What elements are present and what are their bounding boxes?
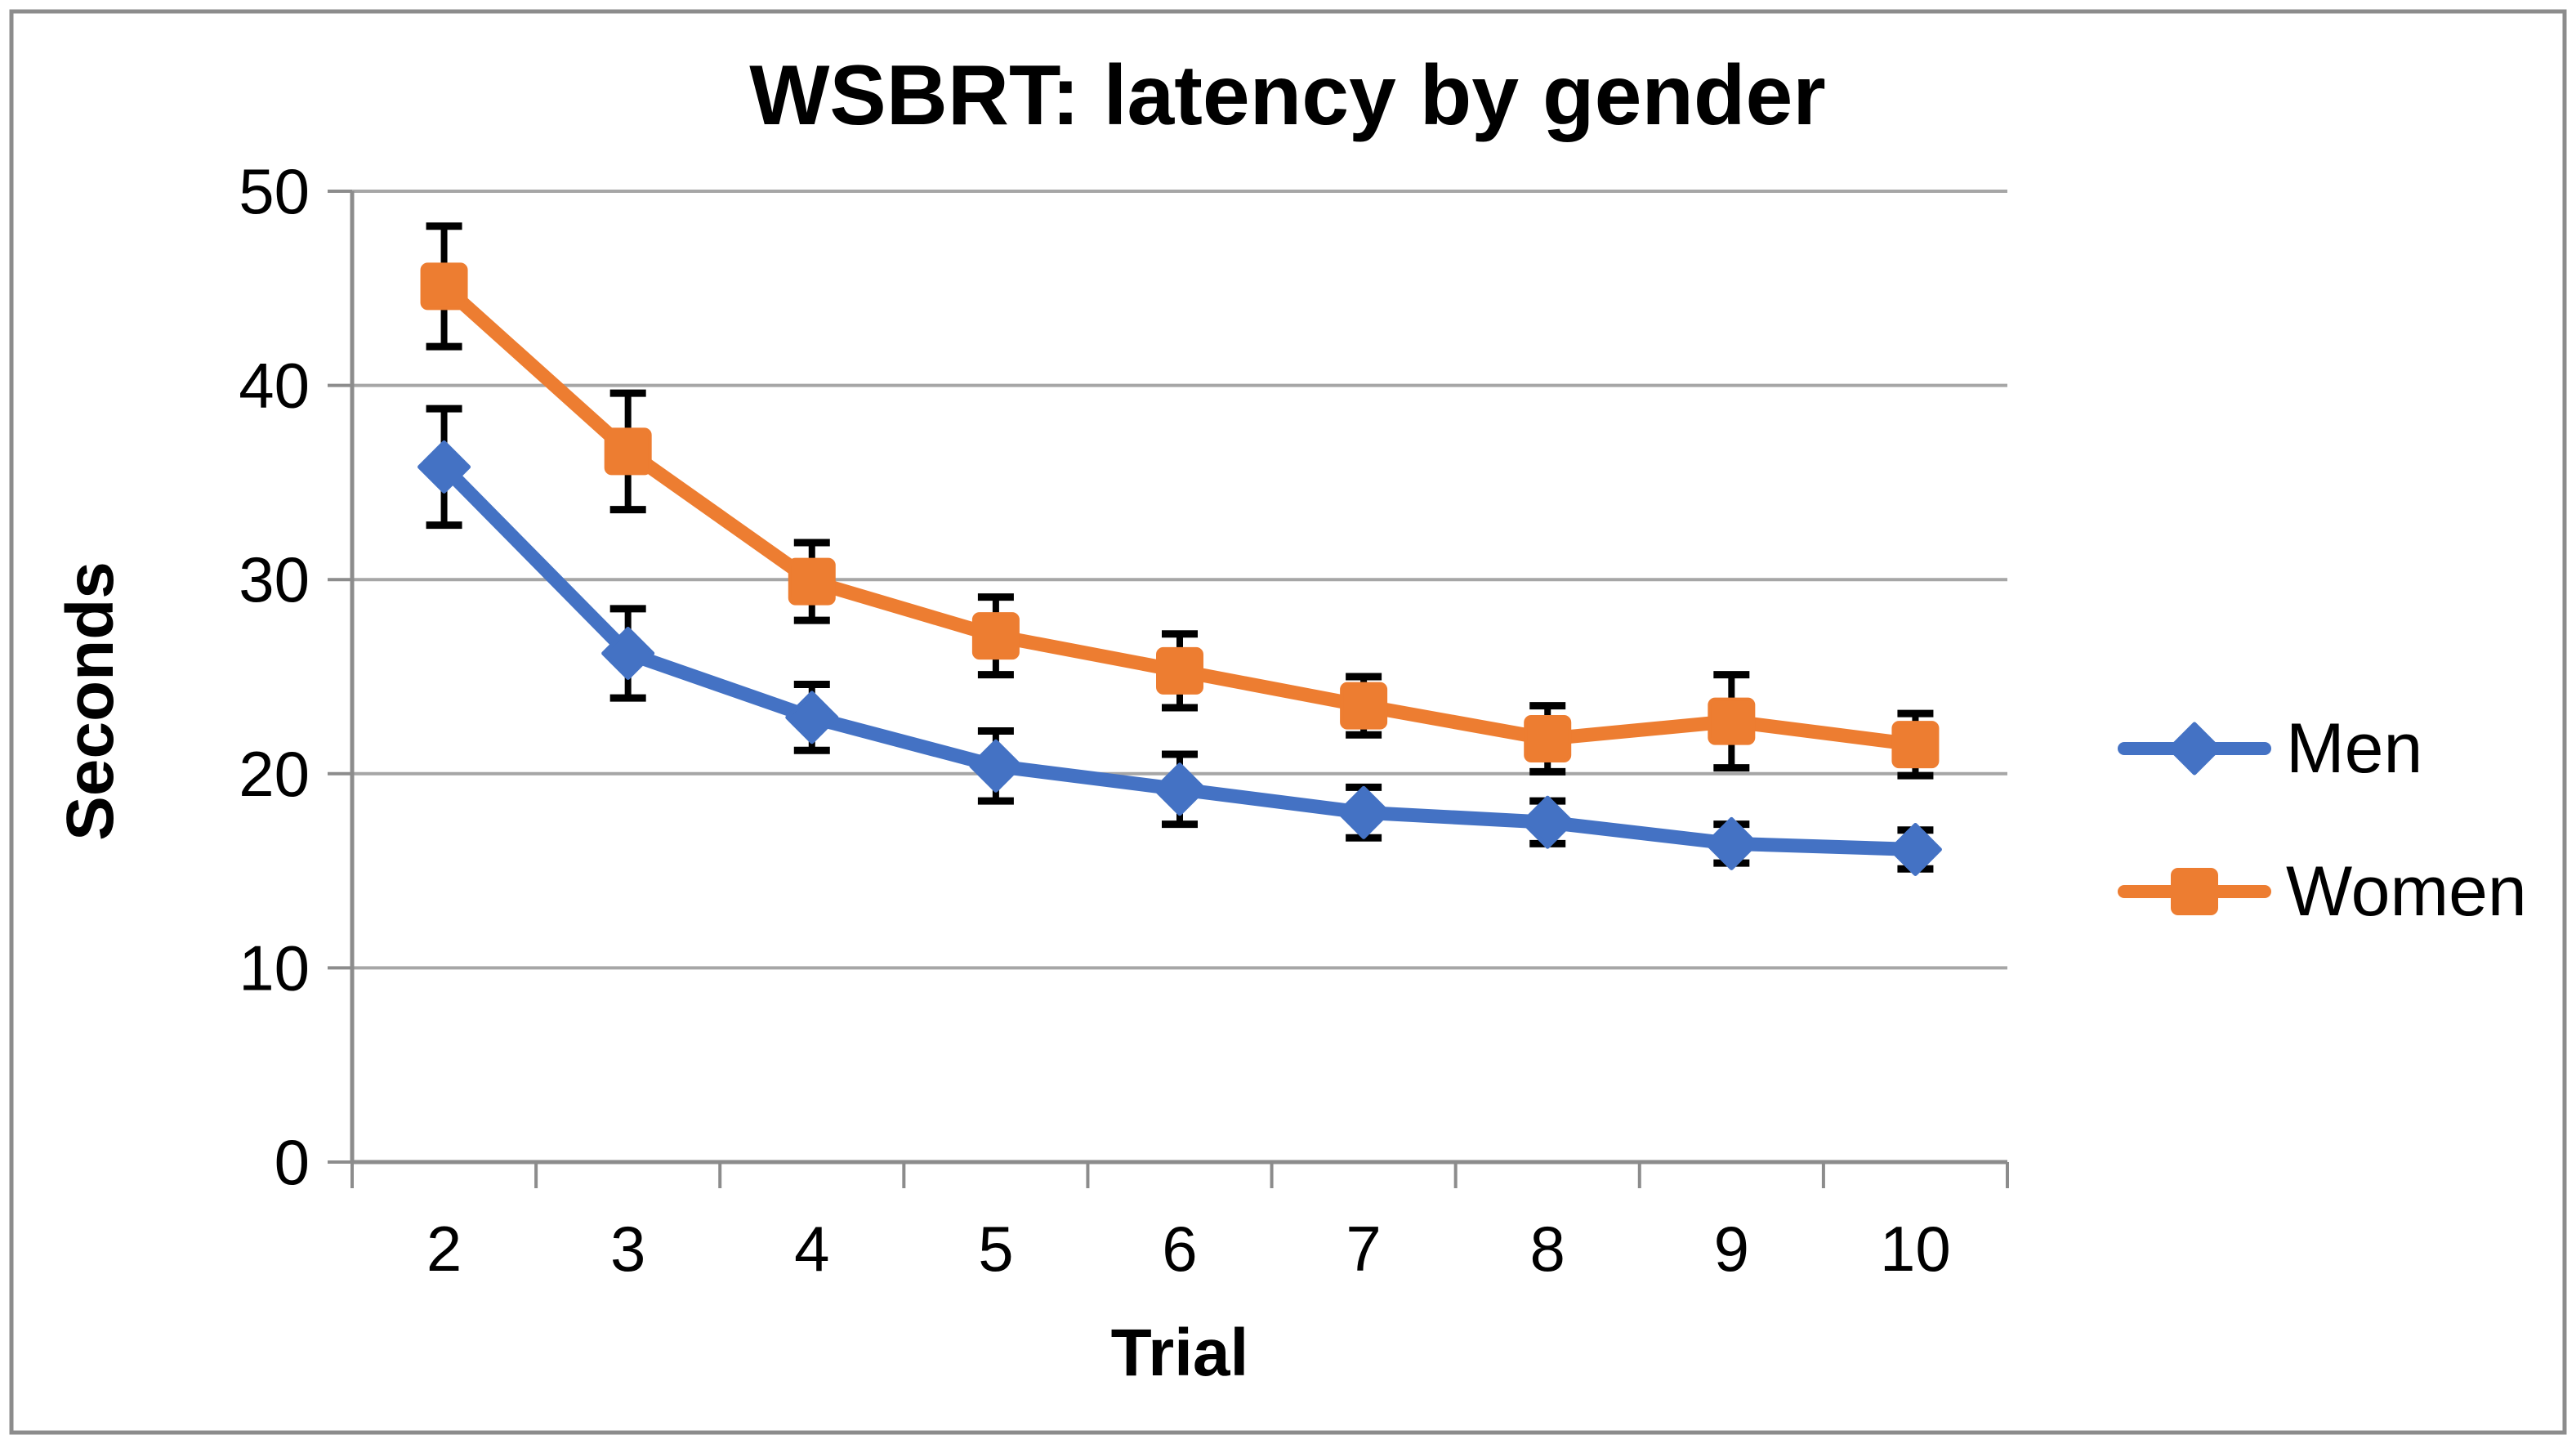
series-layer bbox=[417, 262, 1942, 876]
x-tick-label-4: 4 bbox=[794, 1213, 829, 1285]
y-axis-title: Seconds bbox=[53, 561, 127, 841]
chart-title: WSBRT: latency by gender bbox=[749, 48, 1826, 143]
women-marker-4 bbox=[788, 557, 836, 606]
legend-marker-women bbox=[2171, 868, 2218, 915]
axes-layer bbox=[328, 190, 2009, 1188]
tick-labels-layer: 0 10 20 30 40 50 2 3 4 5 6 7 8 9 10 bbox=[239, 155, 1951, 1285]
x-tick-label-7: 7 bbox=[1346, 1213, 1381, 1285]
legend-item-women: Women bbox=[2118, 852, 2527, 931]
men-marker-3 bbox=[601, 626, 655, 680]
men-marker-8 bbox=[1520, 795, 1574, 849]
men-marker-5 bbox=[969, 739, 1023, 793]
y-tick-label-10: 10 bbox=[239, 932, 310, 1004]
x-tick-label-5: 5 bbox=[978, 1213, 1013, 1285]
y-tick-label-50: 50 bbox=[239, 155, 310, 227]
women-marker-5 bbox=[971, 612, 1020, 660]
men-marker-6 bbox=[1153, 762, 1207, 816]
y-tick-label-0: 0 bbox=[275, 1126, 310, 1198]
x-tick-label-8: 8 bbox=[1530, 1213, 1565, 1285]
men-marker-7 bbox=[1337, 785, 1391, 839]
y-tick-label-30: 30 bbox=[239, 543, 310, 615]
gridlines-layer bbox=[352, 190, 2007, 970]
legend: Men Women bbox=[2118, 709, 2527, 931]
legend-label-men: Men bbox=[2286, 709, 2422, 788]
men-marker-9 bbox=[1704, 816, 1758, 870]
women-marker-10 bbox=[1891, 721, 1940, 769]
x-tick-label-9: 9 bbox=[1714, 1213, 1749, 1285]
women-marker-2 bbox=[420, 262, 468, 311]
women-marker-8 bbox=[1524, 715, 1572, 763]
x-tick-label-10: 10 bbox=[1880, 1213, 1951, 1285]
women-marker-3 bbox=[604, 427, 652, 476]
women-marker-6 bbox=[1156, 646, 1203, 695]
x-tick-label-6: 6 bbox=[1162, 1213, 1197, 1285]
men-marker-10 bbox=[1888, 822, 1942, 876]
legend-marker-men bbox=[2168, 722, 2221, 776]
x-axis-title: Trial bbox=[1111, 1316, 1249, 1390]
legend-label-women: Women bbox=[2286, 852, 2527, 931]
y-tick-label-40: 40 bbox=[239, 350, 310, 422]
legend-item-men: Men bbox=[2118, 709, 2422, 788]
women-marker-7 bbox=[1340, 682, 1388, 730]
x-tick-label-3: 3 bbox=[610, 1213, 645, 1285]
men-marker-2 bbox=[417, 440, 471, 494]
x-tick-label-2: 2 bbox=[426, 1213, 462, 1285]
women-marker-9 bbox=[1708, 697, 1756, 745]
men-marker-4 bbox=[785, 691, 839, 744]
chart-border bbox=[9, 9, 2567, 1435]
y-tick-label-20: 20 bbox=[239, 738, 310, 810]
